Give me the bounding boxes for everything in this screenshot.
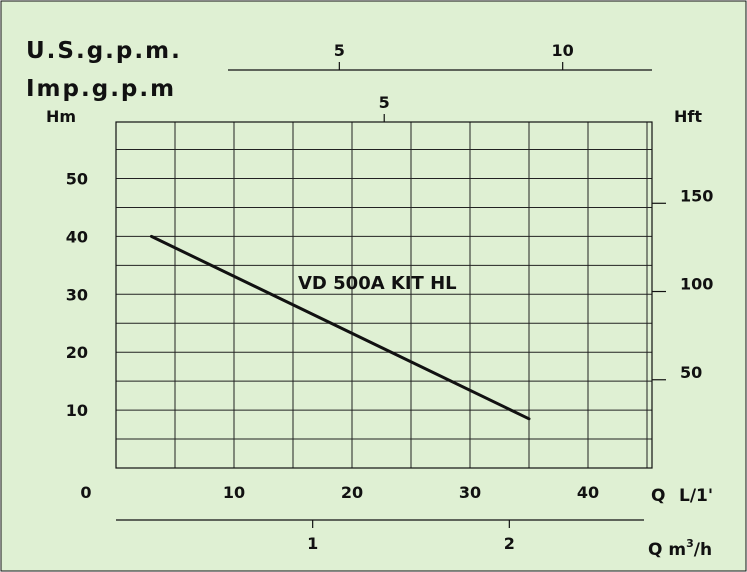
y-right-tick-label: 100 [680,275,713,294]
x-tick-label: 10 [223,483,245,502]
y-left-tick-label: 20 [66,343,88,362]
impgpm-tick-label: 5 [379,93,390,112]
m3h-tick-label: 2 [504,534,515,553]
x-tick-label: 0 [80,483,91,502]
x-tick-label: 20 [341,483,363,502]
usgpm-tick-label: 5 [334,41,345,60]
y-left-tick-label: 50 [66,170,88,189]
y-left-tick-label: 30 [66,285,88,304]
y-left-tick-label: 10 [66,401,88,420]
y-left-tick-label: 40 [66,227,88,246]
pump-curve-line [149,234,531,421]
usgpm-tick-label: 10 [552,41,574,60]
x-axis-unit: L/1' [679,486,713,506]
usgpm-axis-label: U.S.g.p.m. [26,38,182,64]
impgpm-axis-label: Imp.g.p.m [26,76,176,102]
axes: 0 10 20 30 40 10 20 30 40 50 50 100 150 5 10 5 1 2 [66,41,714,553]
grid [115,121,653,469]
series-label: VD 500A KIT HL [298,273,457,294]
x-tick-label: 40 [577,483,599,502]
m3h-tick-label: 1 [307,534,318,553]
y-right-tick-label: 50 [680,363,702,382]
x-tick-label: 30 [459,483,481,502]
right-y-axis-label: Hft [674,107,702,126]
left-y-axis-label: Hm [46,107,76,126]
y-right-tick-label: 150 [680,186,713,205]
series [149,234,531,421]
x-axis-label: Q [651,486,665,506]
m3h-axis-label: Q m3/h [648,537,712,560]
